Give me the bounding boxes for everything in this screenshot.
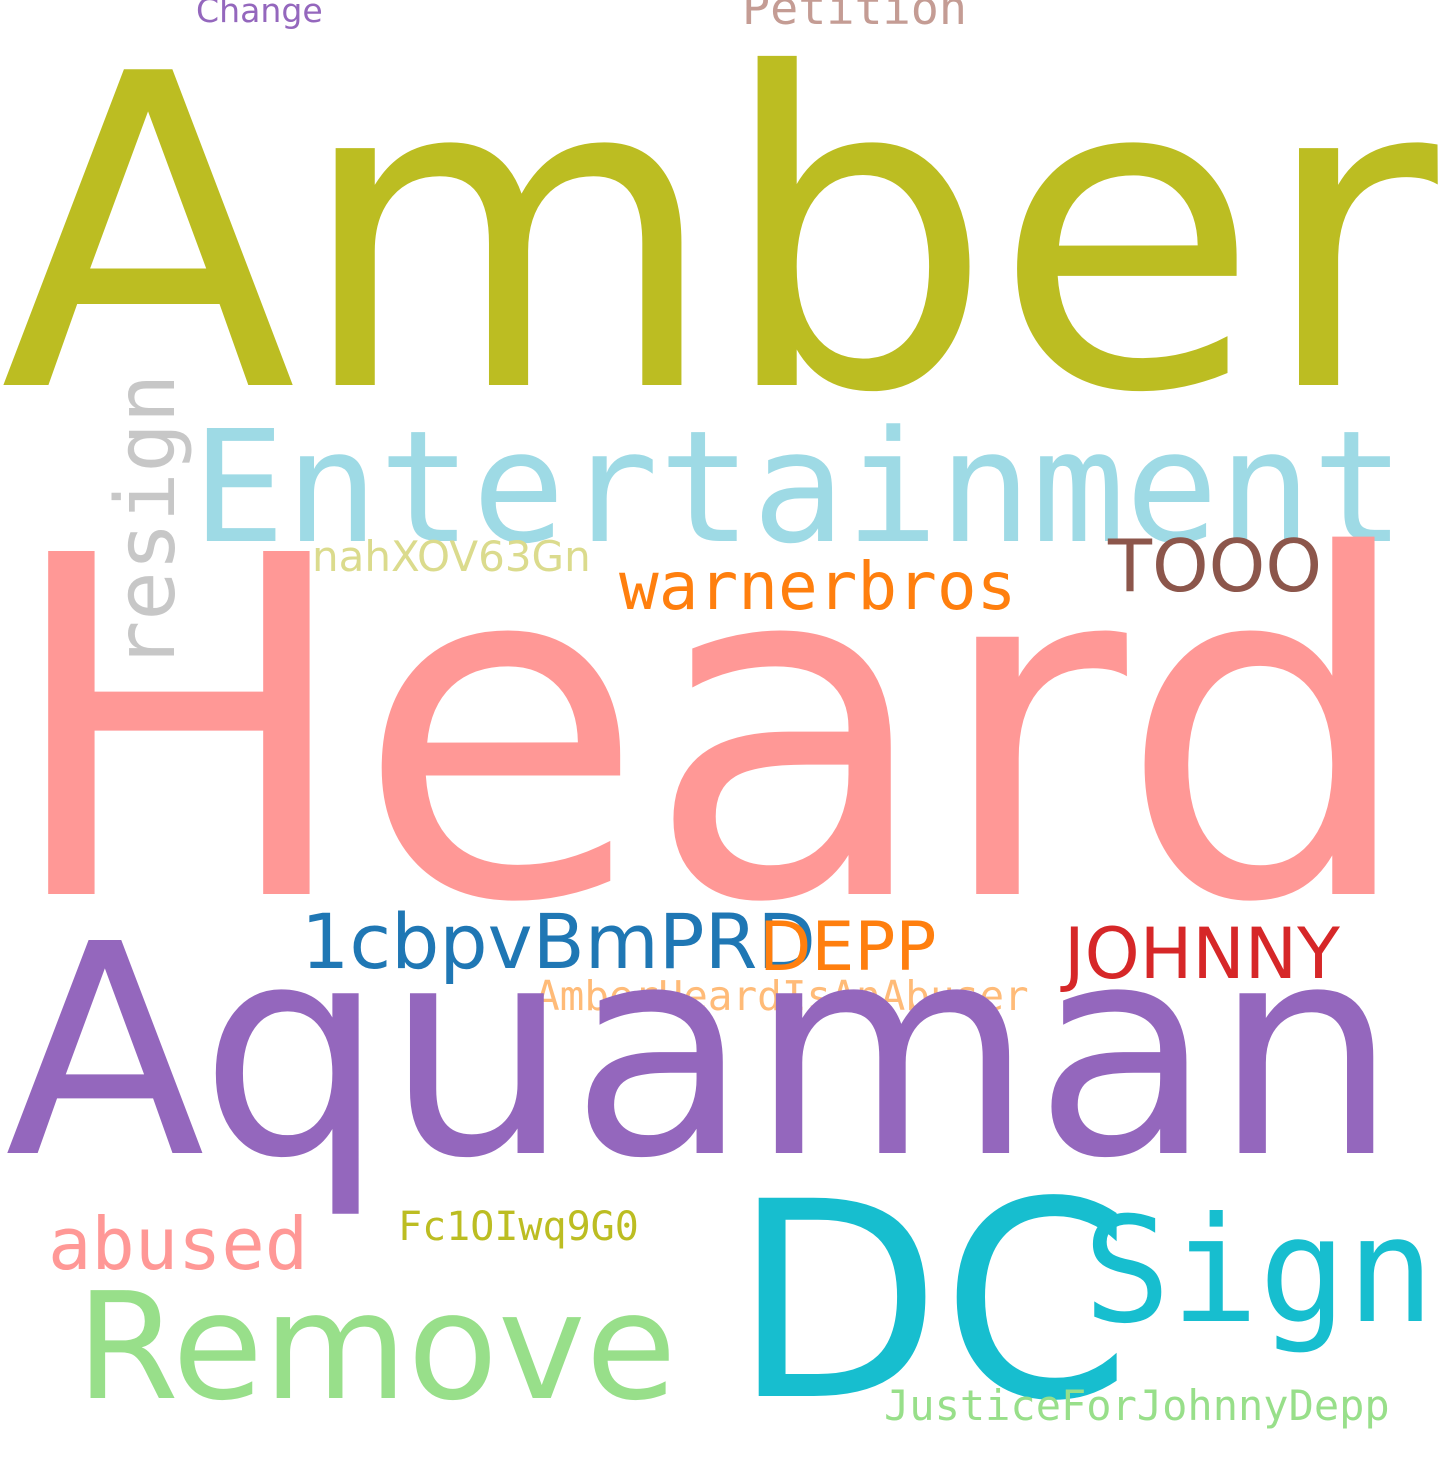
- word-heard: Heard: [2, 457, 1418, 1005]
- word-tooo: TOOO: [1108, 524, 1322, 608]
- word-fc1oiwq9g0: Fc1OIwq9G0: [398, 1204, 639, 1250]
- word-abused: abused: [48, 1202, 309, 1286]
- word-sign: Sign: [1083, 1186, 1435, 1356]
- word-entertainment: Entertainment: [192, 397, 1406, 578]
- word-justiceforjohnnydepp: JusticeForJohnnyDepp: [884, 1381, 1390, 1430]
- word-remove: Remove: [76, 1261, 677, 1433]
- word-amberheardisanabuser: AmberHeardIsAnAbuser: [535, 972, 1029, 1020]
- word-change: Change: [196, 0, 323, 30]
- word-nahxov63gn: nahXOV63Gn: [312, 532, 591, 581]
- word-johnny: JOHNNY: [1064, 913, 1340, 995]
- word-dc: DC: [732, 1145, 1132, 1461]
- word-petition: Petition: [742, 0, 968, 36]
- word-depp: DEPP: [759, 908, 937, 987]
- word-aquaman: Aquaman: [5, 882, 1399, 1222]
- word-warnerbros: warnerbros: [619, 548, 1017, 625]
- word-amber: Amber: [0, 0, 1438, 488]
- word-1cbpvbmprd: 1cbpvBmPRD: [301, 897, 816, 986]
